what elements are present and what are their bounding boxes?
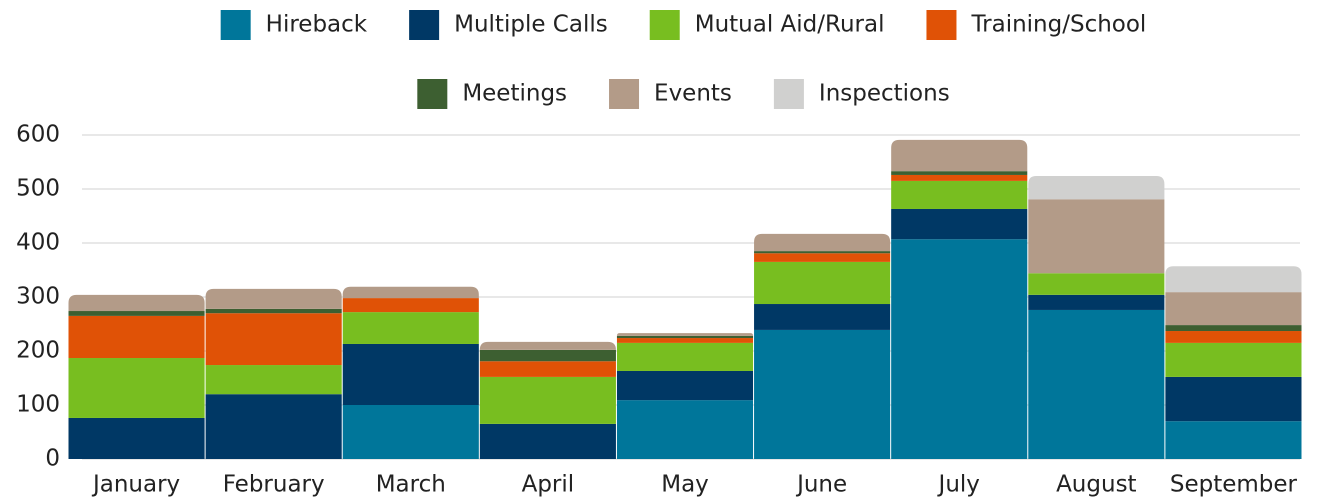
- bar-segment: [891, 208, 1028, 240]
- bar-segment: [68, 358, 205, 418]
- bar-segment: [754, 261, 891, 305]
- x-tick-label: May: [661, 472, 709, 498]
- bar-segment: [616, 400, 754, 459]
- legend-label: Inspections: [819, 81, 950, 107]
- legend-swatch: [773, 79, 804, 109]
- bar-segment: [754, 251, 891, 254]
- bar-segment: [1165, 421, 1302, 459]
- x-tick-label: July: [937, 472, 980, 498]
- bar-segment: [891, 180, 1028, 209]
- legend-label: Multiple Calls: [454, 12, 608, 38]
- bar-segment: [891, 174, 1028, 181]
- legend-label: Meetings: [462, 81, 567, 107]
- bar-segment: [205, 313, 342, 366]
- bar-segment: [616, 333, 754, 336]
- x-tick-label: March: [376, 472, 446, 498]
- bar-segment: [616, 342, 754, 371]
- y-tick-label: 200: [16, 338, 60, 364]
- bar-segment: [479, 361, 616, 377]
- bar-segment: [1165, 342, 1302, 377]
- bar-segment: [342, 405, 479, 459]
- bar-segment: [616, 338, 754, 343]
- bar-segment: [1165, 325, 1302, 332]
- legend-swatch: [220, 10, 251, 40]
- legend-swatch: [926, 10, 957, 40]
- bar-segment: [891, 171, 1028, 175]
- bar-segment: [1028, 199, 1165, 274]
- bar-segment: [205, 288, 342, 309]
- bar-segment: [479, 341, 616, 350]
- bar-segment: [68, 417, 205, 459]
- x-tick-label: January: [91, 472, 180, 498]
- bar-segment: [68, 294, 205, 312]
- bar-segment: [205, 308, 342, 314]
- bar-segment: [1165, 331, 1302, 343]
- bar-segment: [1028, 309, 1165, 459]
- bar-segment: [754, 329, 891, 459]
- bar-segment: [68, 311, 205, 316]
- legend-label: Training/School: [970, 12, 1146, 38]
- bar-segment: [1165, 266, 1302, 293]
- bar-segment: [754, 233, 891, 252]
- bar-segment: [342, 343, 479, 405]
- bar-segment: [342, 312, 479, 344]
- legend-swatch: [649, 10, 680, 40]
- bar-segment: [342, 286, 479, 299]
- bar-segment: [1165, 376, 1302, 422]
- bar-segment: [616, 370, 754, 401]
- bar-segment: [205, 394, 342, 459]
- bar-segment: [754, 304, 891, 330]
- legend-label: Hireback: [266, 12, 368, 38]
- x-tick-label: September: [1170, 472, 1298, 498]
- legend-label: Mutual Aid/Rural: [695, 12, 885, 38]
- legend-swatch: [417, 79, 448, 109]
- bar-segment: [205, 365, 342, 395]
- bar-segment: [342, 298, 479, 313]
- bar-segment: [1028, 294, 1165, 310]
- bar-segment: [754, 253, 891, 262]
- y-tick-label: 400: [16, 230, 60, 256]
- bar-segment: [479, 376, 616, 424]
- x-tick-label: August: [1056, 472, 1137, 498]
- y-tick-label: 600: [16, 122, 60, 148]
- legend-label: Events: [654, 81, 732, 107]
- bar-segment: [616, 335, 754, 339]
- x-tick-label: February: [223, 472, 325, 498]
- x-tick-label: June: [795, 472, 847, 498]
- bar-segment: [479, 349, 616, 362]
- bar-segment: [479, 423, 616, 459]
- legend-swatch: [409, 10, 440, 40]
- y-tick-label: 500: [16, 176, 60, 202]
- y-tick-label: 300: [16, 284, 60, 310]
- bar-segment: [68, 315, 205, 359]
- bar-segment: [1165, 292, 1302, 326]
- bar-segment: [891, 239, 1028, 459]
- bar-segment: [1028, 176, 1165, 200]
- y-tick-label: 100: [16, 392, 60, 418]
- bar-segment: [1028, 273, 1165, 295]
- x-tick-label: April: [522, 472, 575, 498]
- legend-swatch: [609, 79, 640, 109]
- bar-segment: [891, 139, 1028, 172]
- y-tick-label: 0: [45, 446, 60, 472]
